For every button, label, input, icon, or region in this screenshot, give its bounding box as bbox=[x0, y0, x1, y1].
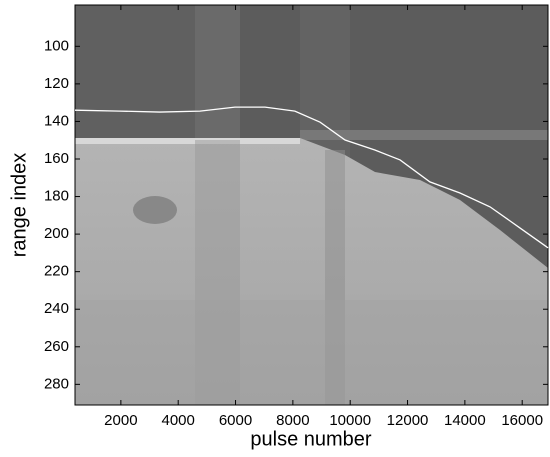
x-tick-label: 4000 bbox=[162, 412, 195, 429]
y-tick-label: 180 bbox=[44, 188, 69, 205]
x-tick-label: 16000 bbox=[501, 412, 543, 429]
x-axis-label: pulse number bbox=[250, 428, 372, 450]
x-tick-label: 10000 bbox=[329, 412, 371, 429]
x-tick-label: 2000 bbox=[104, 412, 137, 429]
y-tick-label: 240 bbox=[44, 300, 69, 317]
x-tick-label: 6000 bbox=[219, 412, 252, 429]
y-axis-label: range index bbox=[8, 153, 30, 258]
x-tick-label: 12000 bbox=[387, 412, 429, 429]
x-tick-label: 14000 bbox=[444, 412, 486, 429]
y-tick-label: 260 bbox=[44, 338, 69, 355]
y-tick-label: 280 bbox=[44, 375, 69, 392]
y-tick-label: 100 bbox=[44, 37, 69, 54]
y-tick-label: 140 bbox=[44, 112, 69, 129]
plot-frame bbox=[74, 4, 549, 406]
y-tick-label: 220 bbox=[44, 263, 69, 280]
data-line bbox=[74, 106, 549, 249]
y-tick-label: 200 bbox=[44, 225, 69, 242]
x-tick-label: 8000 bbox=[276, 412, 309, 429]
y-tick-label: 160 bbox=[44, 150, 69, 167]
radargram-image bbox=[75, 5, 548, 405]
y-tick-label: 120 bbox=[44, 75, 69, 92]
